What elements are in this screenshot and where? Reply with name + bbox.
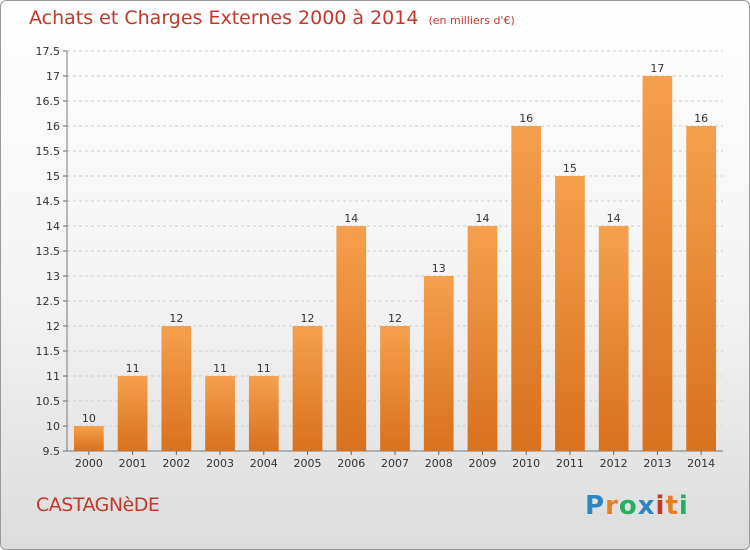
x-tick-label: 2004 (250, 457, 278, 470)
y-tick-label: 15.5 (36, 145, 61, 158)
x-tick-label: 2005 (294, 457, 322, 470)
data-label: 12 (388, 312, 402, 325)
y-tick-label: 10.5 (36, 395, 61, 408)
data-label: 14 (607, 212, 621, 225)
data-label: 10 (82, 412, 96, 425)
title-row: Achats et Charges Externes 2000 à 2014 (… (29, 7, 515, 29)
x-tick-label: 2008 (425, 457, 453, 470)
bars (73, 76, 717, 451)
x-tick-label: 2007 (381, 457, 409, 470)
data-label: 12 (169, 312, 183, 325)
y-tick-label: 14.5 (36, 195, 61, 208)
data-label: 11 (213, 362, 227, 375)
data-label: 16 (519, 112, 533, 125)
x-tick-label: 2002 (162, 457, 190, 470)
logo-letter: i (678, 491, 689, 521)
commune-name: CASTAGNèDE (36, 494, 160, 516)
data-label: 14 (475, 212, 489, 225)
bar-2005 (292, 326, 323, 451)
chart-subtitle: (en milliers d'€) (428, 14, 515, 27)
y-tick-label: 14 (46, 220, 60, 233)
data-label: 11 (257, 362, 271, 375)
logo-letter: r (605, 491, 619, 521)
y-tick-label: 12 (46, 320, 60, 333)
y-tick-label: 13.5 (36, 245, 61, 258)
y-tick-label: 16 (46, 120, 60, 133)
bar-2011 (555, 176, 585, 451)
y-tick-label: 12.5 (36, 295, 61, 308)
data-label: 15 (563, 162, 577, 175)
x-tick-label: 2006 (337, 457, 365, 470)
labels: 9.5 10 10.5 11 11.5 12 12.5 13 13.5 14 14.5 15 15.5 1… (36, 45, 716, 470)
bar-2000 (73, 426, 104, 451)
bar-2003 (205, 376, 235, 451)
y-tick-label: 13 (46, 270, 60, 283)
data-label: 12 (301, 312, 315, 325)
bar-2013 (642, 76, 673, 451)
logo-letter: o (618, 491, 638, 521)
bar-2001 (117, 376, 148, 451)
logo-letter: t (665, 491, 679, 521)
x-tick-label: 2013 (643, 457, 671, 470)
y-tick-label: 16.5 (36, 95, 61, 108)
proxiti-logo: Proxiti (585, 491, 689, 521)
x-tick-label: 2003 (206, 457, 234, 470)
x-tick-label: 2009 (468, 457, 496, 470)
bar-2006 (336, 226, 367, 451)
data-label: 13 (432, 262, 446, 275)
logo-letter: i (655, 491, 666, 521)
bar-2007 (380, 326, 410, 451)
data-label: 11 (126, 362, 140, 375)
logo-letter: P (585, 491, 606, 521)
x-tick-label: 2001 (119, 457, 147, 470)
bar-2012 (598, 226, 629, 451)
y-tick-label: 10 (46, 420, 60, 433)
y-tick-label: 9.5 (43, 445, 61, 458)
data-label: 16 (694, 112, 708, 125)
x-tick-label: 2000 (75, 457, 103, 470)
y-tick-label: 11 (46, 370, 60, 383)
bar-2009 (467, 226, 498, 451)
x-tick-label: 2010 (512, 457, 540, 470)
bar-2008 (423, 276, 454, 451)
chart-title: Achats et Charges Externes 2000 à 2014 (29, 7, 419, 29)
x-tick-label: 2012 (600, 457, 628, 470)
y-tick-label: 17 (46, 70, 60, 83)
y-tick-label: 15 (46, 170, 60, 183)
logo-letter: x (637, 491, 656, 521)
x-tick-label: 2011 (556, 457, 584, 470)
bar-2014 (686, 126, 717, 451)
y-tick-label: 11.5 (36, 345, 61, 358)
bar-2002 (161, 326, 192, 451)
x-tick-label: 2014 (687, 457, 715, 470)
data-label: 17 (650, 62, 664, 75)
data-label: 14 (344, 212, 358, 225)
bar-2004 (248, 376, 279, 451)
bar-2010 (511, 126, 542, 451)
y-tick-label: 17.5 (36, 45, 61, 58)
